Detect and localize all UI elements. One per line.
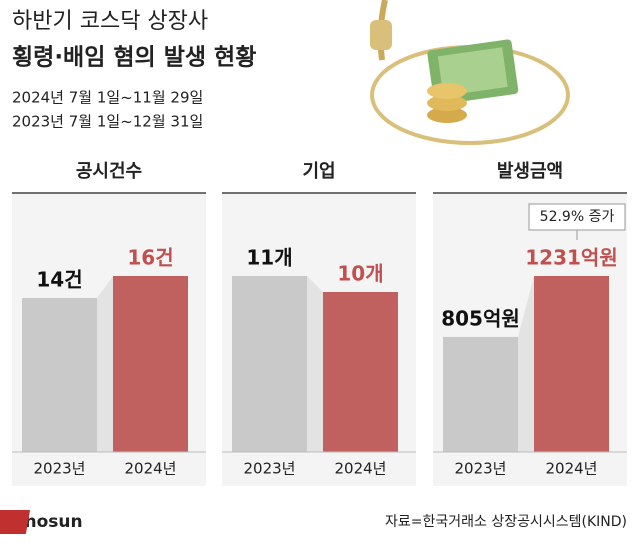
value-label: 14건 <box>36 268 82 292</box>
x-tick-label: 2024년 <box>125 460 177 478</box>
value-label: 11개 <box>246 246 292 270</box>
title: 하반기 코스닥 상장사 <box>12 9 208 34</box>
bar <box>113 276 188 452</box>
x-tick-label: 2024년 <box>546 460 598 478</box>
illustration <box>370 0 570 145</box>
x-tick-label: 2024년 <box>335 460 387 478</box>
x-tick-label: 2023년 <box>244 460 296 478</box>
value-label: 805억원 <box>441 306 520 330</box>
connector <box>518 276 534 452</box>
x-tick-label: 2023년 <box>34 460 86 478</box>
value-label: 1231억원 <box>525 246 617 270</box>
bar <box>443 336 518 452</box>
panel-title: 기업 <box>302 161 335 182</box>
logo: Biz <box>90 512 117 531</box>
bar <box>323 292 398 452</box>
value-label: 16건 <box>127 246 173 270</box>
connector <box>97 276 113 452</box>
value-label: 10개 <box>337 262 383 286</box>
source: 자료=한국거래소 상장공시시스템(KIND) <box>385 514 627 530</box>
period: 2024년 7월 1일~11월 29일 <box>12 89 203 107</box>
period: 2023년 7월 1일~12월 31일 <box>12 113 203 131</box>
panel-title: 발생금액 <box>497 161 563 182</box>
annotation: 52.9% 증가 <box>540 209 615 225</box>
logo-box <box>0 510 31 534</box>
bar <box>22 298 97 452</box>
panel-title: 공시건수 <box>76 161 142 182</box>
annotation-box <box>528 203 626 231</box>
bar <box>534 276 609 452</box>
subtitle: 횡령·배임 혐의 발생 현황 <box>12 45 256 71</box>
bar <box>232 276 307 452</box>
connector <box>307 276 323 452</box>
x-tick-label: 2023년 <box>455 460 507 478</box>
logo: Chosun <box>12 512 83 532</box>
